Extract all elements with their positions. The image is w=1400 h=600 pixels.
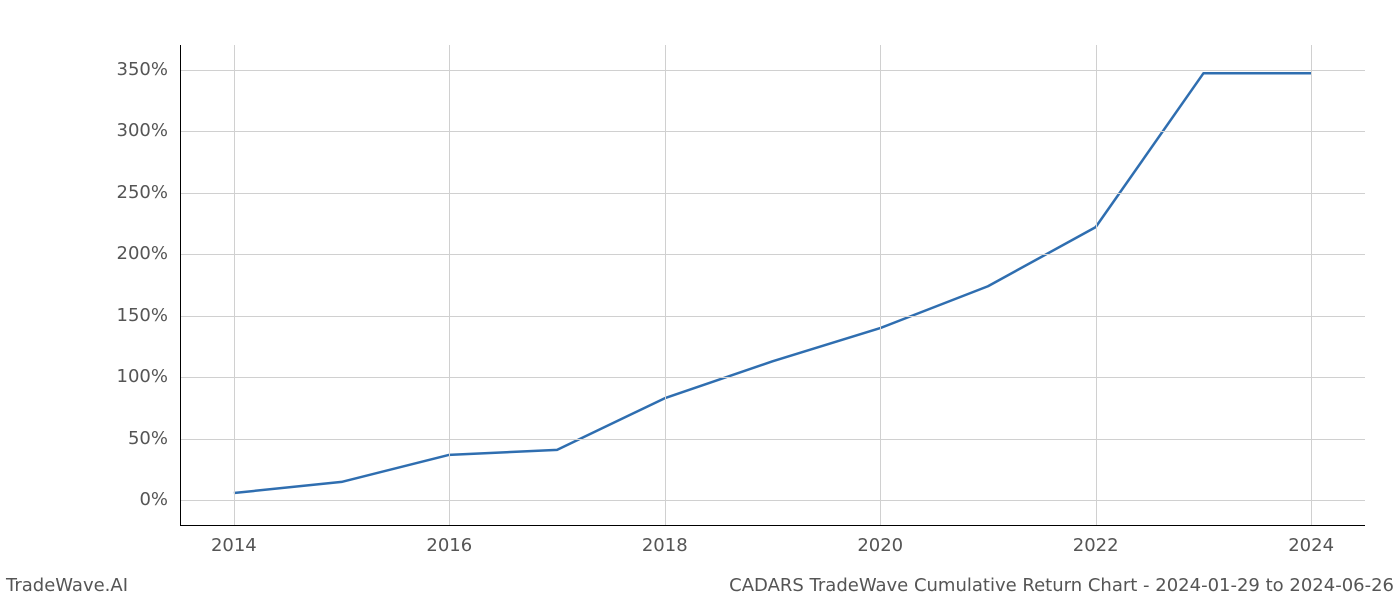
x-gridline <box>1096 45 1097 525</box>
x-gridline <box>234 45 235 525</box>
x-axis-line <box>180 525 1365 526</box>
line-series-path <box>234 73 1311 493</box>
cumulative-return-chart: TradeWave.AI CADARS TradeWave Cumulative… <box>0 0 1400 600</box>
x-tick-label: 2024 <box>1281 535 1341 556</box>
y-tick-label: 300% <box>117 120 168 141</box>
x-tick-label: 2020 <box>850 535 910 556</box>
y-gridline <box>180 439 1365 440</box>
y-gridline <box>180 193 1365 194</box>
line-series-svg <box>0 0 1400 600</box>
x-tick-label: 2018 <box>635 535 695 556</box>
y-tick-label: 150% <box>117 305 168 326</box>
y-tick-label: 100% <box>117 366 168 387</box>
x-tick-label: 2014 <box>204 535 264 556</box>
x-gridline <box>665 45 666 525</box>
x-tick-label: 2022 <box>1066 535 1126 556</box>
y-gridline <box>180 254 1365 255</box>
x-gridline <box>880 45 881 525</box>
x-gridline <box>1311 45 1312 525</box>
footer-right-label: CADARS TradeWave Cumulative Return Chart… <box>729 575 1394 596</box>
y-tick-label: 0% <box>139 489 168 510</box>
y-tick-label: 250% <box>117 182 168 203</box>
y-gridline <box>180 316 1365 317</box>
y-gridline <box>180 131 1365 132</box>
y-gridline <box>180 377 1365 378</box>
footer-left-label: TradeWave.AI <box>6 575 128 596</box>
y-gridline <box>180 500 1365 501</box>
y-axis-line <box>180 45 181 525</box>
y-tick-label: 200% <box>117 243 168 264</box>
y-gridline <box>180 70 1365 71</box>
x-gridline <box>449 45 450 525</box>
y-tick-label: 350% <box>117 59 168 80</box>
x-tick-label: 2016 <box>419 535 479 556</box>
y-tick-label: 50% <box>128 428 168 449</box>
